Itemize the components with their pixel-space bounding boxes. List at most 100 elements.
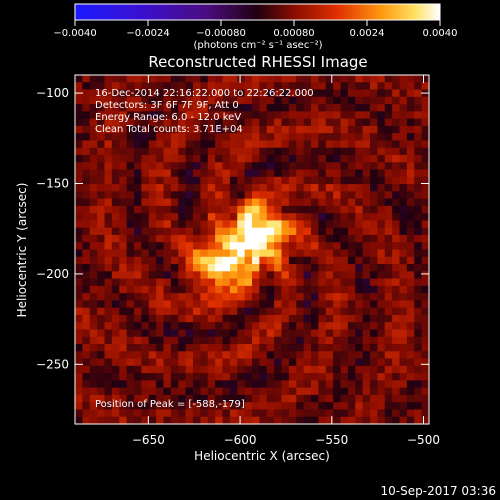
heatmap-cell — [347, 336, 356, 345]
heatmap-cell — [347, 373, 356, 381]
heatmap-cell — [399, 314, 408, 323]
heatmap-cell — [325, 234, 334, 243]
heatmap-cell — [97, 184, 106, 192]
heatmap-cell — [126, 198, 135, 207]
heatmap-cell — [170, 89, 179, 98]
heatmap-cell — [207, 416, 216, 425]
heatmap-cell — [126, 147, 135, 156]
heatmap-cell — [163, 89, 172, 98]
heatmap-cell — [355, 249, 364, 258]
heatmap-cell — [237, 394, 246, 403]
heatmap-cell — [421, 205, 430, 214]
heatmap-cell — [215, 154, 224, 163]
heatmap-cell — [288, 373, 297, 381]
heatmap-cell — [170, 264, 179, 272]
heatmap-cell — [281, 394, 290, 403]
heatmap-cell — [111, 380, 120, 389]
heatmap-cell — [340, 402, 349, 411]
heatmap-cell — [318, 314, 327, 323]
heatmap-cell — [148, 162, 157, 171]
heatmap-cell — [148, 307, 157, 316]
heatmap-cell — [384, 111, 393, 120]
heatmap-cell — [244, 329, 253, 338]
heatmap-cell — [318, 249, 327, 258]
heatmap-cell — [229, 264, 238, 272]
heatmap-cell — [311, 154, 319, 163]
heatmap-cell — [362, 416, 371, 425]
heatmap-cell — [318, 293, 327, 301]
heatmap-cell — [421, 184, 430, 192]
heatmap-cell — [193, 125, 201, 134]
heatmap-cell — [318, 75, 327, 83]
y-tick-label: −200 — [36, 267, 69, 281]
heatmap-cell — [288, 234, 297, 243]
heatmap-cell — [156, 118, 165, 127]
heatmap-cell — [185, 104, 194, 112]
heatmap-cell — [281, 184, 290, 192]
heatmap-cell — [311, 394, 319, 403]
heatmap-cell — [237, 271, 246, 280]
heatmap-cell — [104, 322, 113, 331]
heatmap-cell — [229, 336, 238, 345]
heatmap-cell — [384, 373, 393, 381]
heatmap-cell — [185, 125, 194, 134]
heatmap-cell — [384, 278, 393, 287]
heatmap-cell — [75, 351, 83, 360]
heatmap-cell — [406, 140, 415, 149]
heatmap-cell — [259, 111, 268, 120]
heatmap-cell — [170, 307, 179, 316]
heatmap-cell — [119, 336, 128, 345]
heatmap-cell — [111, 227, 120, 236]
heatmap-cell — [178, 118, 187, 127]
heatmap-cell — [170, 402, 179, 411]
heatmap-cell — [156, 140, 165, 149]
heatmap-cell — [392, 140, 401, 149]
heatmap-cell — [75, 191, 83, 200]
heatmap-cell — [193, 234, 201, 243]
heatmap-cell — [178, 220, 187, 229]
heatmap-cell — [362, 264, 371, 272]
heatmap-cell — [97, 285, 106, 294]
heatmap-cell — [414, 205, 423, 214]
heatmap-cell — [75, 394, 83, 403]
heatmap-cell — [311, 293, 319, 301]
heatmap-cell — [311, 118, 319, 127]
heatmap-cell — [148, 314, 157, 323]
heatmap-cell — [421, 336, 430, 345]
heatmap-cell — [229, 322, 238, 331]
heatmap-cell — [104, 329, 113, 338]
heatmap-cell — [252, 336, 260, 345]
heatmap-cell — [392, 125, 401, 134]
heatmap-cell — [156, 344, 165, 352]
heatmap-cell — [362, 169, 371, 178]
heatmap-cell — [333, 285, 342, 294]
heatmap-cell — [134, 82, 142, 91]
heatmap-cell — [406, 300, 415, 309]
heatmap-cell — [399, 278, 408, 287]
heatmap-cell — [303, 234, 312, 243]
heatmap-cell — [185, 271, 194, 280]
heatmap-cell — [193, 154, 201, 163]
heatmap-cell — [126, 154, 135, 163]
heatmap-cell — [134, 154, 142, 163]
heatmap-cell — [244, 176, 253, 185]
heatmap-cell — [333, 234, 342, 243]
heatmap-cell — [89, 154, 98, 163]
heatmap-cell — [148, 278, 157, 287]
heatmap-cell — [82, 322, 91, 331]
heatmap-cell — [384, 169, 393, 178]
heatmap-cell — [141, 416, 150, 425]
heatmap-cell — [111, 293, 120, 301]
heatmap-cell — [377, 285, 386, 294]
heatmap-cell — [207, 220, 216, 229]
heatmap-cell — [119, 82, 128, 91]
heatmap-cell — [347, 329, 356, 338]
heatmap-cell — [318, 351, 327, 360]
heatmap-cell — [296, 394, 305, 403]
heatmap-cell — [148, 89, 157, 98]
heatmap-cell — [296, 271, 305, 280]
heatmap-cell — [325, 264, 334, 272]
heatmap-cell — [370, 409, 378, 418]
heatmap-cell — [414, 162, 423, 171]
heatmap-cell — [347, 184, 356, 192]
